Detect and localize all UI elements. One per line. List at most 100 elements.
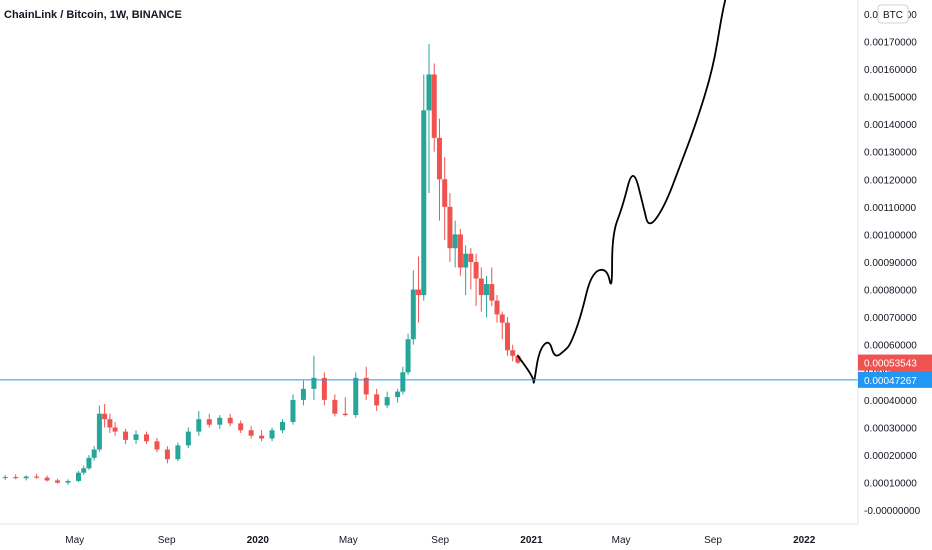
candle xyxy=(34,473,40,479)
y-tick-label: 0.00040000 xyxy=(864,396,917,407)
hline-price-label-bg xyxy=(858,371,932,388)
chart-title: ChainLink / Bitcoin, 1W, BINANCE xyxy=(4,9,182,21)
candle xyxy=(436,118,442,221)
candle-body xyxy=(504,322,510,351)
x-axis[interactable]: May Sep 2020 May Sep 2021 May Sep 2022 xyxy=(65,535,815,546)
candle-body xyxy=(81,468,87,473)
candle-body xyxy=(431,74,437,138)
candle-body xyxy=(384,397,390,406)
candle xyxy=(133,430,139,445)
y-tick-label: 0.00100000 xyxy=(864,230,917,241)
candle-body xyxy=(196,419,202,432)
candle-body xyxy=(280,421,286,431)
x-tick-label: 2020 xyxy=(247,535,270,546)
x-tick-label: Sep xyxy=(158,535,176,546)
candle-body xyxy=(478,278,484,296)
candle-body xyxy=(164,449,170,460)
candle xyxy=(431,63,437,152)
candle-body xyxy=(107,419,113,428)
candle-body xyxy=(96,413,102,450)
x-tick-label: 2022 xyxy=(793,535,816,546)
y-tick-label: 0.00140000 xyxy=(864,120,917,131)
candle-body xyxy=(13,477,19,479)
y-tick-label: 0.00160000 xyxy=(864,65,917,76)
candle xyxy=(463,245,469,296)
x-tick-label: Sep xyxy=(704,535,722,546)
candle xyxy=(123,428,129,445)
candle xyxy=(300,380,306,406)
candle-body xyxy=(2,477,8,479)
candle xyxy=(447,193,453,262)
candle xyxy=(290,394,296,425)
candle-body xyxy=(34,476,40,478)
candle xyxy=(353,372,359,418)
candle xyxy=(206,413,212,428)
candle-body xyxy=(290,399,296,422)
candle-body xyxy=(426,74,432,111)
candle xyxy=(2,474,8,480)
candle-body xyxy=(473,262,479,279)
candle-body xyxy=(400,372,406,392)
hand-drawn-projection[interactable] xyxy=(517,0,727,384)
candle xyxy=(81,465,87,475)
y-tick-label: 0.00090000 xyxy=(864,258,917,269)
candle-body xyxy=(452,234,458,249)
candle xyxy=(405,333,411,376)
candle xyxy=(96,405,102,452)
candle xyxy=(248,426,254,439)
candle xyxy=(55,478,61,484)
candle xyxy=(321,372,327,406)
candle xyxy=(468,248,474,290)
candle xyxy=(442,157,448,240)
candle xyxy=(143,431,149,445)
candle xyxy=(13,474,19,480)
candle xyxy=(86,455,92,470)
x-tick-label: May xyxy=(65,535,84,546)
candle-body xyxy=(311,377,317,389)
candle xyxy=(164,446,170,464)
candle xyxy=(102,404,108,428)
candle-body xyxy=(332,399,338,414)
last-price-label: 0.00053543 xyxy=(864,359,917,370)
candle xyxy=(112,421,118,436)
candle-body xyxy=(23,476,29,479)
candle-body xyxy=(91,449,97,458)
candle-body xyxy=(421,110,427,296)
candle-body xyxy=(468,253,474,262)
candle-body xyxy=(206,419,212,425)
candle xyxy=(269,427,275,442)
candle-body xyxy=(112,427,118,432)
hline-price-label: 0.00047267 xyxy=(864,376,917,387)
candle xyxy=(395,388,401,403)
y-tick-label: 0.00110000 xyxy=(864,203,917,214)
candle xyxy=(363,366,369,400)
candle-body xyxy=(259,435,265,439)
currency-button[interactable]: BTC xyxy=(877,4,909,24)
candle xyxy=(416,256,422,323)
drawings-layer[interactable] xyxy=(517,0,727,384)
candle-body xyxy=(499,314,505,323)
y-tick-label: 0.00060000 xyxy=(864,341,917,352)
x-tick-label: May xyxy=(612,535,631,546)
candle xyxy=(494,295,500,323)
candle-body xyxy=(143,434,149,442)
candle xyxy=(504,317,510,356)
candle-body xyxy=(436,137,442,180)
candle-body xyxy=(65,480,71,483)
candle-body xyxy=(515,355,521,363)
candle-body xyxy=(86,457,92,469)
candle-body xyxy=(123,431,129,440)
y-tick-label: 0.00020000 xyxy=(864,451,917,462)
candle-body xyxy=(342,413,348,416)
candle-body xyxy=(248,430,254,436)
candle-body xyxy=(494,300,500,315)
y-tick-label: 0.00030000 xyxy=(864,423,917,434)
candle xyxy=(75,471,81,483)
y-axis[interactable]: 0.001800000.001700000.001600000.00150000… xyxy=(864,10,921,517)
candle-body xyxy=(269,430,275,439)
candle-body xyxy=(363,377,369,395)
y-tick-label: 0.00170000 xyxy=(864,37,917,48)
candle-body xyxy=(75,472,81,481)
candle xyxy=(457,228,463,276)
